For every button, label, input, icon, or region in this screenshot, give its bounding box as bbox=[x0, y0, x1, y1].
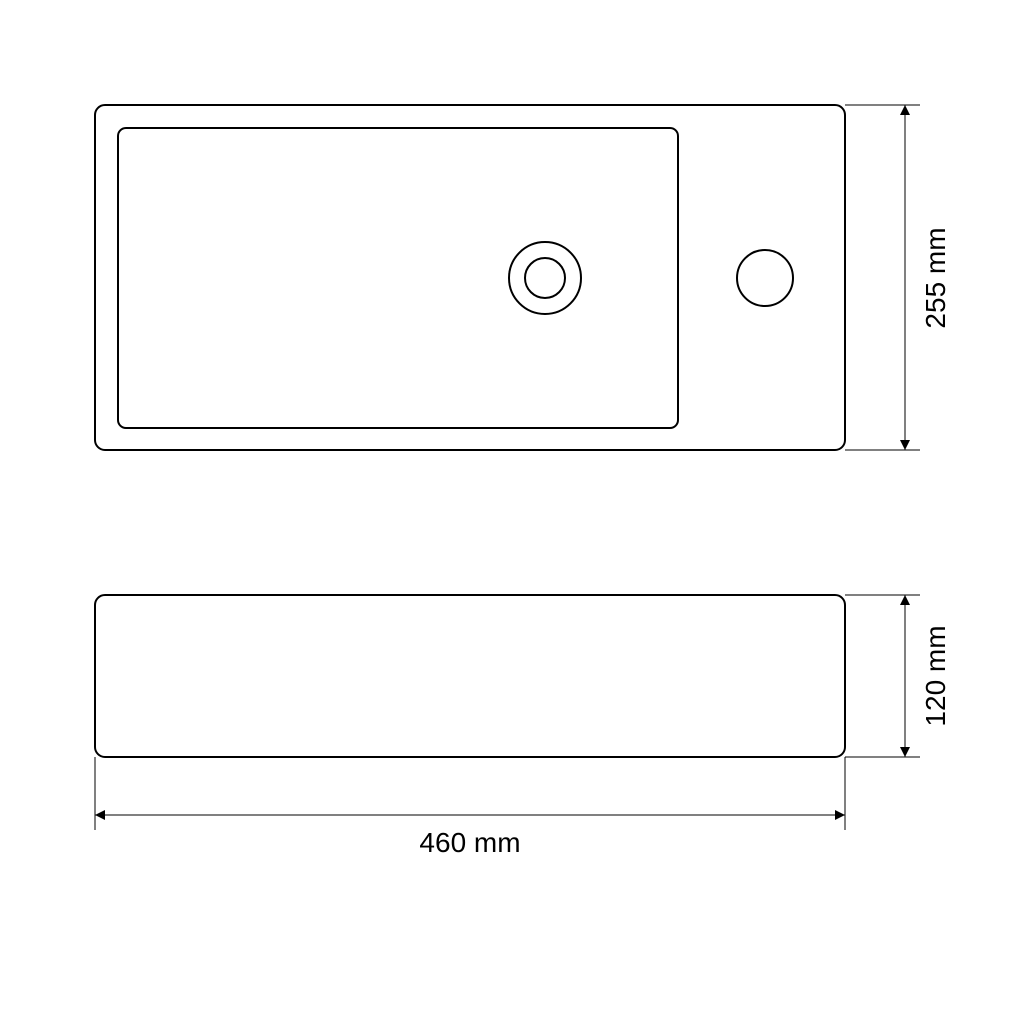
dimension-depth: 255 mm bbox=[845, 105, 951, 450]
front-view bbox=[95, 595, 845, 757]
top-inner-basin bbox=[118, 128, 678, 428]
dimension-height: 120 mm bbox=[845, 595, 951, 757]
depth-dimension-label: 255 mm bbox=[920, 227, 951, 328]
width-dimension-label: 460 mm bbox=[419, 827, 520, 858]
front-outer-rect bbox=[95, 595, 845, 757]
drain-inner-circle bbox=[525, 258, 565, 298]
top-view bbox=[95, 105, 845, 450]
height-dimension-label: 120 mm bbox=[920, 625, 951, 726]
top-outer-rect bbox=[95, 105, 845, 450]
drain-outer-circle bbox=[509, 242, 581, 314]
tap-hole-circle bbox=[737, 250, 793, 306]
technical-drawing: 255 mm 120 mm 460 mm bbox=[0, 0, 1024, 1024]
dimension-width: 460 mm bbox=[95, 757, 845, 858]
